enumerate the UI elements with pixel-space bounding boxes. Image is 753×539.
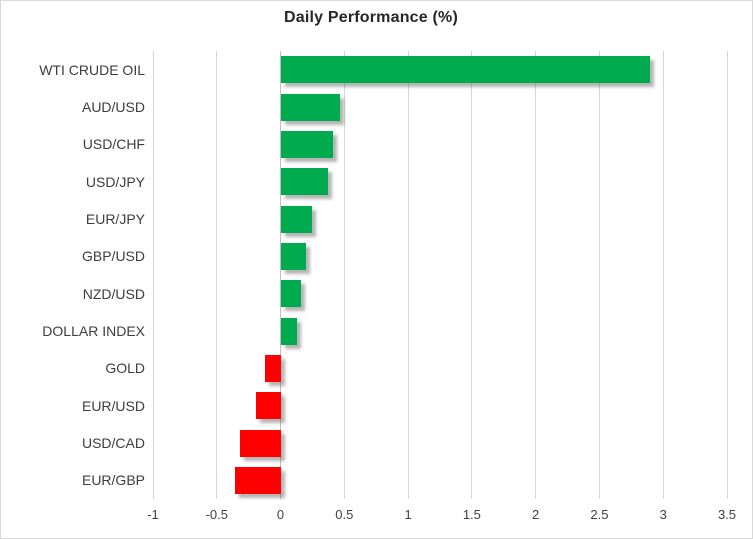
x-tick-label: 2.5	[590, 507, 609, 522]
bar-dollar-index	[280, 317, 298, 345]
category-label: USD/CHF	[82, 136, 145, 153]
x-tick-label: 2	[532, 507, 540, 522]
bar-usd-cad	[239, 429, 281, 457]
category-label: GOLD	[105, 360, 145, 377]
category-label: DOLLAR INDEX	[42, 323, 145, 339]
chart-title: Daily Performance (%)	[283, 9, 459, 26]
plot-area	[152, 51, 728, 499]
category-label: AUD/USD	[81, 99, 145, 115]
zero-axis-line	[280, 51, 282, 499]
bar-eur-usd	[256, 392, 281, 420]
bar-usd-chf	[280, 130, 333, 158]
category-label: EUR/JPY	[85, 211, 145, 227]
x-tick-label: 0	[276, 507, 285, 522]
gridline	[662, 51, 664, 499]
category-label: EUR/GBP	[81, 472, 145, 489]
x-tick-label: 0.5	[335, 507, 354, 522]
x-tick-label: 1.5	[462, 507, 481, 522]
category-label: WTI CRUDE OIL	[39, 61, 145, 78]
gridline	[407, 51, 409, 499]
gridline	[598, 51, 600, 499]
category-label: GBP/USD	[81, 248, 145, 265]
gridline	[152, 51, 154, 499]
category-label: NZD/USD	[82, 285, 145, 302]
bar-gbp-usd	[280, 242, 307, 270]
x-tick-label: 3	[659, 507, 667, 522]
bar-wti-crude-oil	[280, 56, 651, 84]
bar-nzd-usd	[280, 280, 301, 308]
bar-eur-jpy	[280, 205, 313, 233]
x-tick-label: -0.5	[205, 507, 228, 522]
gridline	[343, 51, 345, 499]
x-tick-label: 1	[404, 507, 412, 522]
bar-usd-jpy	[280, 168, 328, 196]
gridline	[216, 51, 218, 499]
category-label: USD/JPY	[85, 173, 145, 190]
gridline	[535, 51, 537, 499]
bar-eur-gbp	[234, 466, 281, 494]
x-tick-label: -1	[147, 507, 159, 522]
x-tick-label: 3.5	[717, 507, 737, 522]
gridline	[726, 51, 728, 499]
bar-aud-usd	[280, 93, 341, 121]
bar-gold	[265, 354, 281, 382]
category-label: USD/CAD	[81, 435, 145, 451]
gridline	[471, 51, 473, 499]
category-label: EUR/USD	[81, 397, 145, 414]
